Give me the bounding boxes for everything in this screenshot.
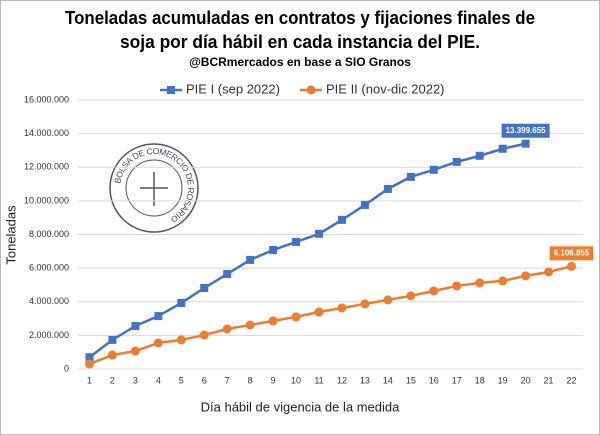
point: [429, 286, 439, 296]
point: [107, 350, 117, 360]
x-tick-label: 4: [156, 375, 161, 385]
point: [245, 320, 255, 330]
point: [291, 312, 301, 322]
x-tick-label: 20: [521, 375, 531, 385]
point: [360, 200, 369, 209]
x-tick-label: 2: [110, 375, 115, 385]
legend-marker: [167, 86, 175, 94]
x-tick-label: 7: [225, 375, 230, 385]
point: [337, 215, 346, 224]
point: [269, 245, 278, 254]
point: [406, 291, 416, 301]
x-tick-label: 22: [567, 375, 577, 385]
point: [84, 359, 94, 369]
logo-ring: [125, 159, 183, 217]
x-tick-label: 10: [291, 375, 301, 385]
legend-label: PIE II (nov-dic 2022): [326, 81, 445, 96]
x-tick-label: 9: [271, 375, 276, 385]
x-tick-label: 6: [202, 375, 207, 385]
x-tick-label: 3: [133, 375, 138, 385]
x-tick-label: 19: [498, 375, 508, 385]
x-tick-label: 8: [248, 375, 253, 385]
point: [199, 330, 209, 340]
point: [475, 278, 485, 288]
x-tick-label: 5: [179, 375, 184, 385]
y-tick-label: 16.000.000: [24, 94, 69, 104]
point: [200, 283, 209, 292]
series-line: [89, 265, 572, 366]
y-tick-label: 12.000.000: [24, 162, 69, 172]
point: [292, 237, 301, 246]
point: [521, 139, 530, 148]
data-label: 6.106.855: [549, 246, 594, 261]
x-tick-label: 1: [87, 375, 92, 385]
legend-marker: [306, 85, 316, 95]
point: [498, 144, 507, 153]
y-tick-label: 8.000.000: [29, 229, 69, 239]
point: [246, 255, 255, 264]
point: [498, 276, 508, 286]
y-tick-label: 2.000.000: [29, 330, 69, 340]
data-label-box: [501, 123, 550, 138]
point: [475, 151, 484, 160]
y-tick-label: 10.000.000: [24, 195, 69, 205]
point: [429, 165, 438, 174]
x-tick-label: 13: [360, 375, 370, 385]
point: [153, 338, 163, 348]
x-tick-label: 18: [475, 375, 485, 385]
data-label-text: 13.399.655: [506, 126, 547, 135]
y-tick-label: 6.000.000: [29, 263, 69, 273]
y-axis-label: Toneladas: [3, 205, 18, 265]
point: [337, 303, 347, 313]
point: [154, 312, 163, 321]
x-tick-label: 14: [383, 375, 393, 385]
point: [521, 271, 531, 281]
point: [406, 172, 415, 181]
point: [452, 157, 461, 166]
x-tick-label: 12: [337, 375, 347, 385]
point: [108, 335, 117, 344]
point: [360, 299, 370, 309]
y-tick-label: 0: [64, 363, 69, 373]
point: [85, 353, 94, 362]
point: [383, 295, 393, 305]
chart-title: Toneladas acumuladas en contratos y fija…: [65, 8, 535, 28]
point: [314, 307, 324, 317]
point: [131, 321, 140, 330]
data-label-box: [549, 246, 594, 261]
legend-label: PIE I (sep 2022): [186, 81, 280, 96]
point: [177, 298, 186, 307]
x-tick-label: 16: [429, 375, 439, 385]
x-tick-label: 17: [452, 375, 462, 385]
point: [268, 316, 278, 326]
point: [567, 261, 577, 271]
point: [544, 267, 554, 277]
x-axis-label: Día hábil de vigencia de la medida: [201, 399, 401, 414]
point: [223, 270, 232, 279]
logo-ring: [109, 143, 199, 233]
point: [130, 346, 140, 356]
data-label-text: 6.106.855: [554, 248, 590, 257]
chart-subtitle: @BCRmercados en base a SIO Granos: [189, 55, 411, 69]
x-tick-label: 11: [314, 375, 323, 385]
point: [452, 281, 462, 291]
data-label: 13.399.655: [501, 123, 550, 138]
y-tick-label: 4.000.000: [29, 296, 69, 306]
grid: [78, 99, 583, 370]
chart-title: soja por día hábil en cada instancia del…: [120, 32, 480, 52]
x-tick-label: 21: [544, 375, 554, 385]
point: [176, 335, 186, 345]
y-tick-label: 14.000.000: [24, 128, 69, 138]
point: [315, 229, 324, 238]
point: [383, 184, 392, 193]
point: [222, 324, 232, 334]
x-tick-label: 15: [406, 375, 416, 385]
